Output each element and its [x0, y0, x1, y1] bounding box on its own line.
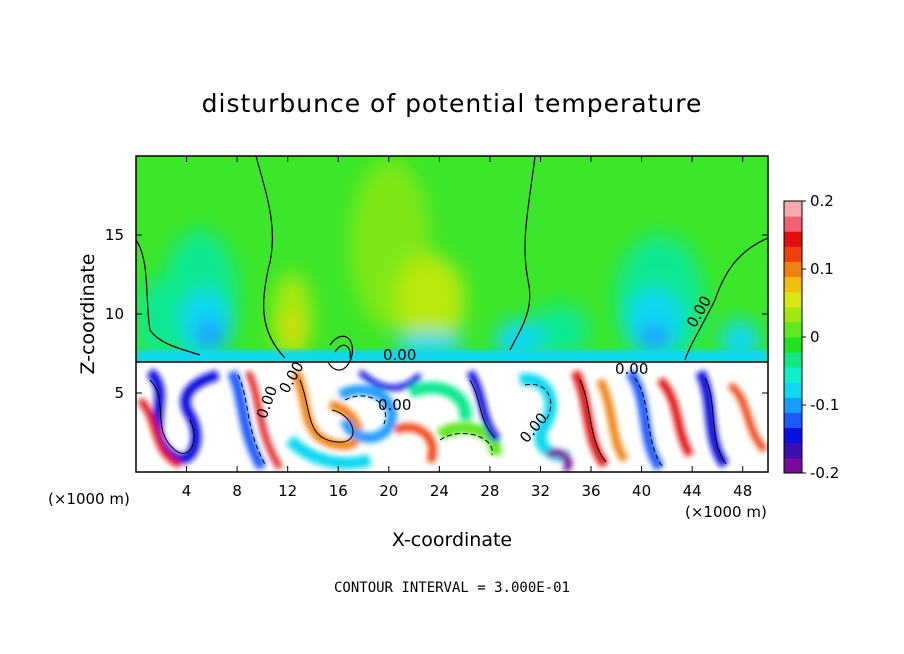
colorbar-swatch [784, 321, 802, 338]
colorbar [783, 200, 803, 474]
colorbar-swatch [784, 291, 802, 308]
colorbar-tick-label: -0.2 [810, 464, 839, 482]
x-tick-label: 36 [581, 482, 600, 500]
x-tick-label: 24 [430, 482, 449, 500]
colorbar-swatch [784, 382, 802, 398]
interface-band [136, 350, 768, 364]
colorbar-swatch [784, 246, 802, 262]
colorbar-tick-label: 0.1 [810, 260, 834, 278]
x-tick-label: 16 [329, 482, 348, 500]
colorbar-tick-label: 0 [810, 328, 820, 346]
contour-label: 0.00 [378, 396, 411, 414]
colorbar-swatch [784, 231, 802, 247]
x-tick-label: 4 [182, 482, 192, 500]
x-axis-label: X-coordinate [392, 529, 512, 551]
x-tick-label: 40 [632, 482, 651, 500]
colorbar-swatch [784, 427, 802, 444]
y-ticks: 5 10 15 [105, 226, 768, 402]
colorbar-tick-label: -0.1 [810, 396, 839, 414]
colorbar-swatch [784, 457, 802, 474]
x-tick-label: 44 [683, 482, 702, 500]
x-tick-label: 28 [480, 482, 499, 500]
y-tick-label: 5 [114, 384, 124, 402]
colorbar-swatch [784, 276, 802, 293]
colorbar-swatch [784, 201, 802, 217]
y-axis-label: Z-coordinate [77, 254, 99, 375]
lower-field [136, 362, 768, 472]
colorbar-swatch [784, 337, 802, 353]
colorbar-ticks: 0.2 0.1 0 -0.1 -0.2 [802, 192, 839, 482]
x-unit-label-left: (×1000 m) [48, 490, 130, 508]
colorbar-swatch [784, 352, 802, 368]
lower-swirls [137, 368, 768, 472]
colorbar-swatch [784, 397, 802, 414]
contour-label: 0.00 [615, 360, 648, 378]
colorbar-swatch [784, 261, 802, 278]
x-tick-label: 12 [278, 482, 297, 500]
contour-label: 0.00 [383, 346, 416, 364]
y-tick-label: 10 [105, 305, 124, 323]
x-tick-label: 20 [379, 482, 398, 500]
contour-interval-note: CONTOUR INTERVAL = 3.000E-01 [334, 580, 570, 596]
colorbar-swatch [784, 367, 802, 383]
x-unit-label-right: (×1000 m) [685, 503, 767, 521]
x-tick-label: 48 [733, 482, 752, 500]
colorbar-swatch [784, 216, 802, 232]
chart-title: disturbunce of potential temperature [202, 89, 703, 118]
upper-contours [136, 156, 768, 371]
x-ticks: 4 8 12 16 20 24 28 32 36 40 44 48 [182, 156, 752, 500]
colorbar-swatch [784, 442, 802, 459]
colorbar-swatch [784, 412, 802, 429]
colorbar-swatch [784, 306, 802, 323]
y-tick-label: 15 [105, 226, 124, 244]
x-tick-label: 32 [531, 482, 550, 500]
x-tick-label: 8 [232, 482, 242, 500]
lower-contours [149, 374, 727, 467]
colorbar-tick-label: 0.2 [810, 192, 834, 210]
